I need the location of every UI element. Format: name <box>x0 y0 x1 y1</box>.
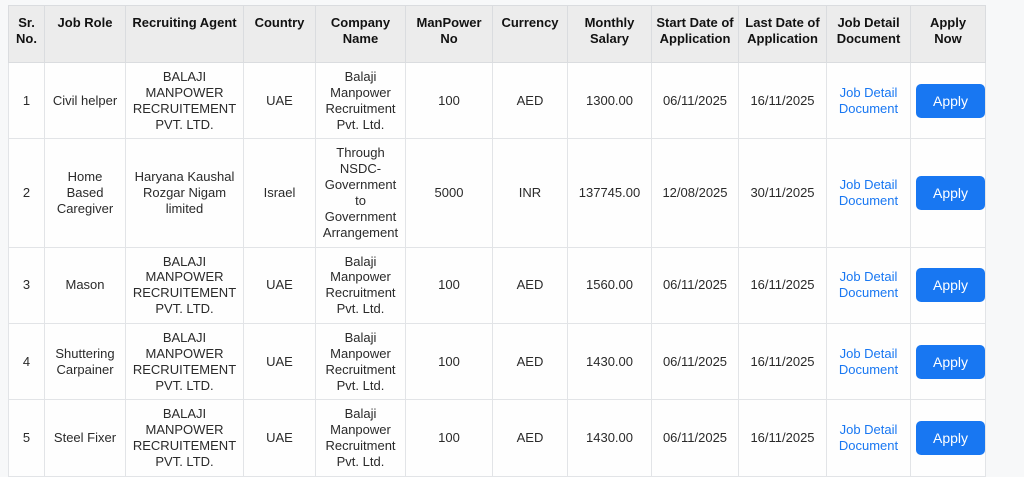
cell-job-role: Steel Fixer <box>44 399 126 477</box>
cell-job-detail-document: Job Detail Document <box>826 61 911 140</box>
col-header-recruiting-agent: Recruiting Agent <box>125 5 244 63</box>
cell-start-date: 06/11/2025 <box>651 246 739 325</box>
cell-last-date: 16/11/2025 <box>738 61 827 140</box>
cell-job-detail-document: Job Detail Document <box>826 138 911 248</box>
cell-currency: AED <box>492 246 568 325</box>
cell-sr-no: 3 <box>8 246 45 325</box>
col-header-job-detail-document: Job Detail Document <box>826 5 911 63</box>
cell-recruiting-agent: BALAJI MANPOWER RECRUITEMENT PVT. LTD. <box>125 323 244 401</box>
cell-apply-now: Apply <box>910 138 986 248</box>
cell-company-name: Balaji Manpower Recruitment Pvt. Ltd. <box>315 323 406 401</box>
table-row: 4 Shuttering Carpainer BALAJI MANPOWER R… <box>8 323 986 401</box>
cell-monthly-salary: 1430.00 <box>567 399 652 477</box>
apply-button[interactable]: Apply <box>916 344 986 379</box>
cell-sr-no: 5 <box>8 399 45 477</box>
cell-country: UAE <box>243 61 316 140</box>
cell-start-date: 06/11/2025 <box>651 399 739 477</box>
cell-company-name: Balaji Manpower Recruitment Pvt. Ltd. <box>315 399 406 477</box>
col-header-currency: Currency <box>492 5 568 63</box>
cell-recruiting-agent: BALAJI MANPOWER RECRUITEMENT PVT. LTD. <box>125 61 244 140</box>
cell-start-date: 12/08/2025 <box>651 138 739 248</box>
cell-monthly-salary: 1560.00 <box>567 246 652 325</box>
cell-start-date: 06/11/2025 <box>651 323 739 401</box>
cell-currency: AED <box>492 399 568 477</box>
col-header-last-date: Last Date of Application <box>738 5 827 63</box>
cell-job-detail-document: Job Detail Document <box>826 323 911 401</box>
cell-country: UAE <box>243 399 316 477</box>
table-row: 2 Home Based Caregiver Haryana Kaushal R… <box>8 138 986 248</box>
col-header-manpower-no: ManPower No <box>405 5 493 63</box>
cell-currency: AED <box>492 323 568 401</box>
col-header-monthly-salary: Monthly Salary <box>567 5 652 63</box>
cell-recruiting-agent: BALAJI MANPOWER RECRUITEMENT PVT. LTD. <box>125 246 244 325</box>
cell-recruiting-agent: BALAJI MANPOWER RECRUITEMENT PVT. LTD. <box>125 399 244 477</box>
cell-last-date: 16/11/2025 <box>738 323 827 401</box>
apply-button[interactable]: Apply <box>916 176 986 211</box>
cell-start-date: 06/11/2025 <box>651 61 739 140</box>
cell-apply-now: Apply <box>910 399 986 477</box>
cell-monthly-salary: 137745.00 <box>567 138 652 248</box>
job-detail-document-link[interactable]: Job Detail Document <box>838 269 899 301</box>
cell-manpower-no: 100 <box>405 399 493 477</box>
cell-sr-no: 2 <box>8 138 45 248</box>
cell-monthly-salary: 1300.00 <box>567 61 652 140</box>
cell-job-role: Mason <box>44 246 126 325</box>
cell-currency: AED <box>492 61 568 140</box>
job-detail-document-link[interactable]: Job Detail Document <box>838 345 899 377</box>
cell-job-role: Shuttering Carpainer <box>44 323 126 401</box>
table-row: 5 Steel Fixer BALAJI MANPOWER RECRUITEME… <box>8 399 986 477</box>
cell-sr-no: 4 <box>8 323 45 401</box>
job-detail-document-link[interactable]: Job Detail Document <box>838 84 899 116</box>
cell-job-role: Civil helper <box>44 61 126 140</box>
table-header: Sr. No. Job Role Recruiting Agent Countr… <box>8 5 986 63</box>
cell-manpower-no: 100 <box>405 246 493 325</box>
cell-currency: INR <box>492 138 568 248</box>
header-row: Sr. No. Job Role Recruiting Agent Countr… <box>8 5 986 63</box>
job-listings-table: Sr. No. Job Role Recruiting Agent Countr… <box>8 5 986 477</box>
apply-button[interactable]: Apply <box>916 83 986 118</box>
cell-sr-no: 1 <box>8 61 45 140</box>
cell-company-name: Through NSDC-Government to Government Ar… <box>315 138 406 248</box>
table-row: 1 Civil helper BALAJI MANPOWER RECRUITEM… <box>8 61 986 140</box>
apply-button[interactable]: Apply <box>916 268 986 303</box>
cell-country: UAE <box>243 246 316 325</box>
cell-company-name: Balaji Manpower Recruitment Pvt. Ltd. <box>315 61 406 140</box>
cell-job-role: Home Based Caregiver <box>44 138 126 248</box>
cell-last-date: 30/11/2025 <box>738 138 827 248</box>
cell-company-name: Balaji Manpower Recruitment Pvt. Ltd. <box>315 246 406 325</box>
col-header-company-name: Company Name <box>315 5 406 63</box>
col-header-country: Country <box>243 5 316 63</box>
col-header-sr-no: Sr. No. <box>8 5 45 63</box>
cell-manpower-no: 100 <box>405 61 493 140</box>
col-header-start-date: Start Date of Application <box>651 5 739 63</box>
apply-button[interactable]: Apply <box>916 421 986 456</box>
job-table-body: 1 Civil helper BALAJI MANPOWER RECRUITEM… <box>8 61 986 477</box>
cell-manpower-no: 100 <box>405 323 493 401</box>
cell-apply-now: Apply <box>910 323 986 401</box>
cell-last-date: 16/11/2025 <box>738 246 827 325</box>
cell-monthly-salary: 1430.00 <box>567 323 652 401</box>
col-header-apply-now: Apply Now <box>910 5 986 63</box>
cell-country: Israel <box>243 138 316 248</box>
cell-apply-now: Apply <box>910 61 986 140</box>
cell-job-detail-document: Job Detail Document <box>826 246 911 325</box>
cell-recruiting-agent: Haryana Kaushal Rozgar Nigam limited <box>125 138 244 248</box>
cell-manpower-no: 5000 <box>405 138 493 248</box>
cell-apply-now: Apply <box>910 246 986 325</box>
cell-last-date: 16/11/2025 <box>738 399 827 477</box>
table-row: 3 Mason BALAJI MANPOWER RECRUITEMENT PVT… <box>8 246 986 325</box>
cell-job-detail-document: Job Detail Document <box>826 399 911 477</box>
col-header-job-role: Job Role <box>44 5 126 63</box>
cell-country: UAE <box>243 323 316 401</box>
job-detail-document-link[interactable]: Job Detail Document <box>838 177 899 209</box>
